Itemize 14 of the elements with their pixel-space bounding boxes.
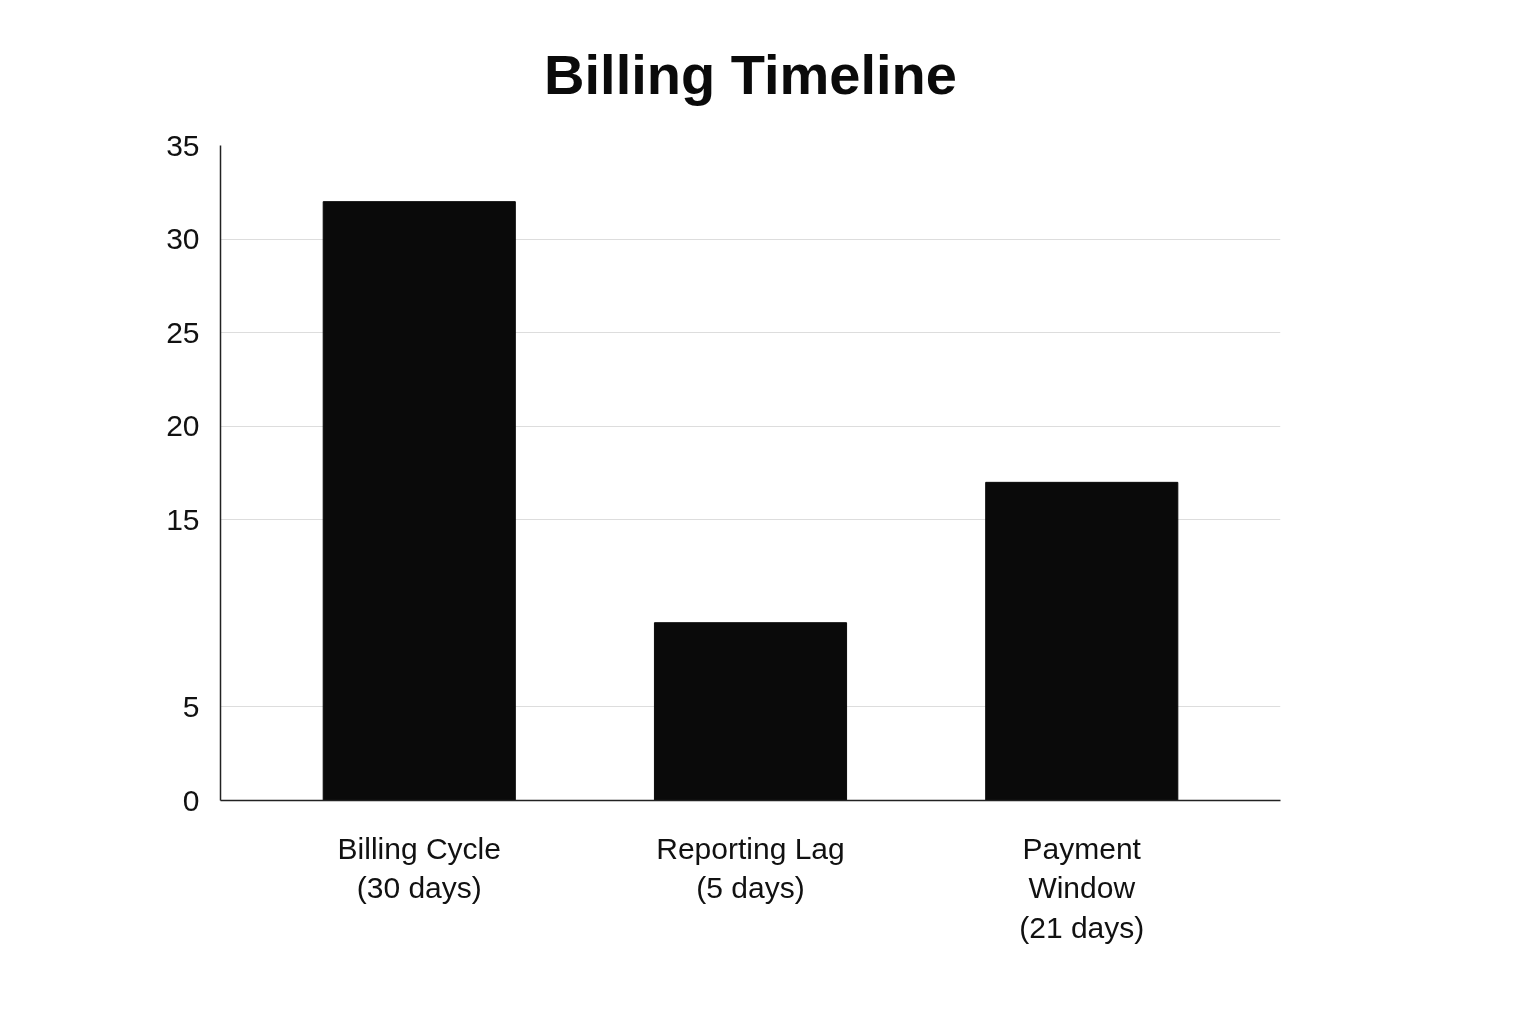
x-tick-label: Billing Cycle (30 days): [337, 831, 501, 905]
y-tick-label: 20: [166, 409, 200, 443]
bar: [653, 622, 848, 801]
bar: [985, 481, 1179, 801]
y-tick-label: 15: [166, 502, 200, 536]
y-tick-label: 25: [166, 315, 200, 349]
x-tick-label: Reporting Lag (5 days): [656, 831, 845, 905]
y-tick-label: 35: [166, 128, 200, 162]
chart-title: Billing Timeline: [544, 42, 957, 106]
y-tick-label: 30: [166, 222, 200, 256]
bar: [322, 201, 516, 801]
y-tick-label: 0: [182, 783, 200, 817]
y-tick-label: 5: [182, 689, 200, 723]
x-tick-label: Payment Window (21 days): [1019, 831, 1145, 944]
